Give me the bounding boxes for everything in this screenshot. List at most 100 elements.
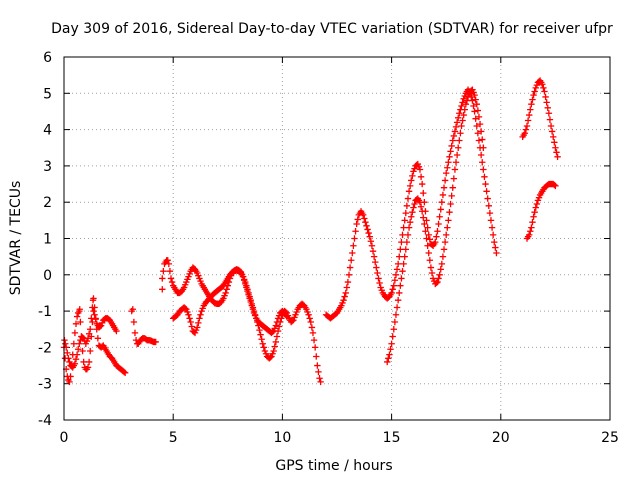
data-point [343, 284, 351, 291]
data-point [76, 340, 83, 347]
data-point [197, 311, 204, 318]
data-point [446, 153, 453, 161]
data-point [451, 128, 459, 135]
data-point [309, 329, 317, 337]
data-point [433, 233, 440, 240]
data-point [425, 231, 432, 239]
data-point [239, 273, 247, 280]
data-point [245, 291, 252, 298]
data-point [373, 264, 380, 271]
data-point [349, 249, 356, 257]
data-point [482, 180, 489, 188]
data-point [448, 142, 455, 150]
data-point [308, 324, 316, 331]
data-point [131, 329, 139, 337]
data-point [409, 172, 416, 180]
data-point [544, 104, 551, 112]
data-point [459, 99, 466, 106]
data-point [194, 324, 201, 331]
data-point [539, 81, 546, 88]
data-point [165, 260, 173, 268]
y-tick-label: 3 [43, 159, 52, 175]
data-point [396, 253, 403, 260]
data-point [372, 258, 379, 266]
y-tick-label: 1 [43, 232, 52, 248]
data-point [74, 346, 82, 353]
y-tick-label: 5 [43, 86, 52, 102]
data-point [524, 117, 532, 124]
data-point [90, 295, 97, 302]
data-point [342, 289, 349, 297]
data-point [369, 248, 377, 255]
data-point [71, 360, 79, 367]
data-point [424, 224, 431, 231]
data-point [398, 275, 405, 282]
y-tick-label: 6 [43, 50, 52, 66]
data-point [489, 231, 497, 239]
data-point [80, 358, 87, 366]
data-point [362, 218, 369, 226]
data-point [223, 286, 230, 293]
data-point [541, 88, 548, 95]
data-point [85, 358, 93, 366]
data-point [545, 110, 553, 117]
data-point [409, 208, 416, 216]
data-point [84, 335, 92, 342]
data-point [551, 139, 558, 146]
data-point [392, 271, 400, 278]
data-point [77, 318, 84, 326]
data-point [394, 297, 402, 304]
data-point [437, 266, 444, 273]
y-tick-label: 2 [43, 195, 52, 211]
data-point [488, 224, 496, 231]
data-point [72, 355, 80, 363]
data-point [551, 181, 558, 189]
data-point [79, 334, 86, 341]
data-point [353, 220, 360, 228]
plot-frame [63, 56, 611, 421]
data-point [471, 108, 478, 115]
data-point [449, 184, 456, 191]
data-point [402, 246, 409, 253]
data-point [368, 242, 376, 249]
data-point [244, 287, 251, 295]
data-point [347, 257, 355, 264]
data-point [439, 253, 447, 260]
data-point [406, 182, 414, 190]
data-point [462, 100, 470, 108]
data-point [531, 88, 538, 95]
data-point [416, 166, 424, 173]
data-point [400, 260, 407, 268]
data-point [275, 323, 283, 330]
data-point [436, 213, 443, 220]
data-point [445, 217, 452, 224]
data-point [479, 136, 486, 143]
data-point [89, 318, 96, 326]
data-point [530, 213, 537, 220]
data-point [437, 206, 444, 213]
data-point [87, 326, 94, 333]
data-point [474, 107, 482, 114]
data-point [436, 271, 443, 278]
data-point [417, 173, 425, 180]
data-point [283, 313, 290, 320]
data-point [392, 311, 400, 318]
data-point [397, 246, 404, 253]
data-point [525, 111, 533, 119]
data-point [411, 200, 418, 208]
data-point [344, 278, 352, 286]
data-point [289, 317, 296, 325]
y-tick-label: -1 [38, 304, 52, 320]
data-point [316, 375, 323, 382]
data-point [470, 102, 477, 110]
data-point [152, 338, 159, 346]
data-point [408, 213, 415, 220]
data-point [243, 284, 250, 291]
data-point [273, 318, 281, 326]
data-point [249, 306, 257, 313]
data-point [455, 114, 462, 122]
data-point [441, 238, 449, 246]
data-point [96, 323, 104, 330]
data-point [121, 369, 129, 377]
